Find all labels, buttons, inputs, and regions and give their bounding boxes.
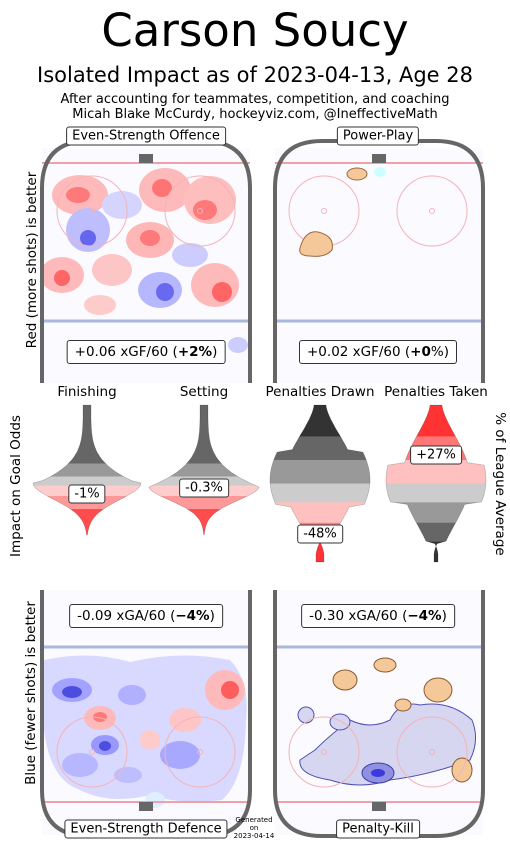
es-defence-title: Even-Strength Defence <box>64 819 228 839</box>
es-offence-value: +0.06 xGF/60 (+2%) <box>66 340 226 364</box>
method-note: After accounting for teammates, competit… <box>60 92 450 107</box>
es-offence-title: Even-Strength Offence <box>66 126 226 146</box>
power-play-title: Power-Play <box>336 126 420 146</box>
es-defence-heatmap <box>44 655 247 808</box>
power-play-value: +0.02 xGF/60 (+0%) <box>299 340 457 364</box>
setting-violin <box>148 405 260 535</box>
finishing-violin-outline <box>32 404 142 536</box>
setting-value-label: -0.3% <box>179 478 229 498</box>
page-title: Carson Soucy <box>101 4 409 57</box>
finishing-value-label: -1% <box>68 484 106 504</box>
setting-header: Setting <box>179 384 229 400</box>
penalties-drawn-header: Penalties Drawn <box>265 384 375 400</box>
credit-note: Micah Blake McCurdy, hockeyviz.com, @Ine… <box>72 107 438 122</box>
penalties-taken-header: Penalties Taken <box>384 384 488 400</box>
generated-note: Generated on 2023-04-14 <box>233 816 275 840</box>
offence-side-label: Red (more shots) is better <box>24 171 40 349</box>
penalties-drawn-violin-outline <box>269 404 371 563</box>
es-defence-value: -0.09 xGA/60 (−4%) <box>69 604 223 628</box>
page-subtitle: Isolated Impact as of 2023-04-13, Age 28 <box>37 63 473 87</box>
es-offence-heatmap <box>40 168 248 353</box>
middle-side-label: Impact on Goal Odds <box>8 415 24 557</box>
penalties-taken-violin <box>386 405 486 562</box>
penalties-taken-value-label: +27% <box>410 445 462 465</box>
penalties-drawn-value-label: -48% <box>297 524 343 544</box>
penalty-kill-title: Penalty-Kill <box>336 819 420 839</box>
es-defence-rink <box>40 590 252 838</box>
finishing-violin <box>33 405 141 535</box>
setting-violin-outline <box>148 404 260 536</box>
penalty-kill-rink <box>273 590 485 838</box>
defence-side-label: Blue (fewer shots) is better <box>23 601 39 785</box>
penalties-taken-violin-outline <box>385 404 487 563</box>
right-side-label: % of League Average <box>492 412 508 556</box>
penalty-kill-value: -0.30 xGA/60 (−4%) <box>301 604 455 628</box>
finishing-header: Finishing <box>57 384 117 400</box>
